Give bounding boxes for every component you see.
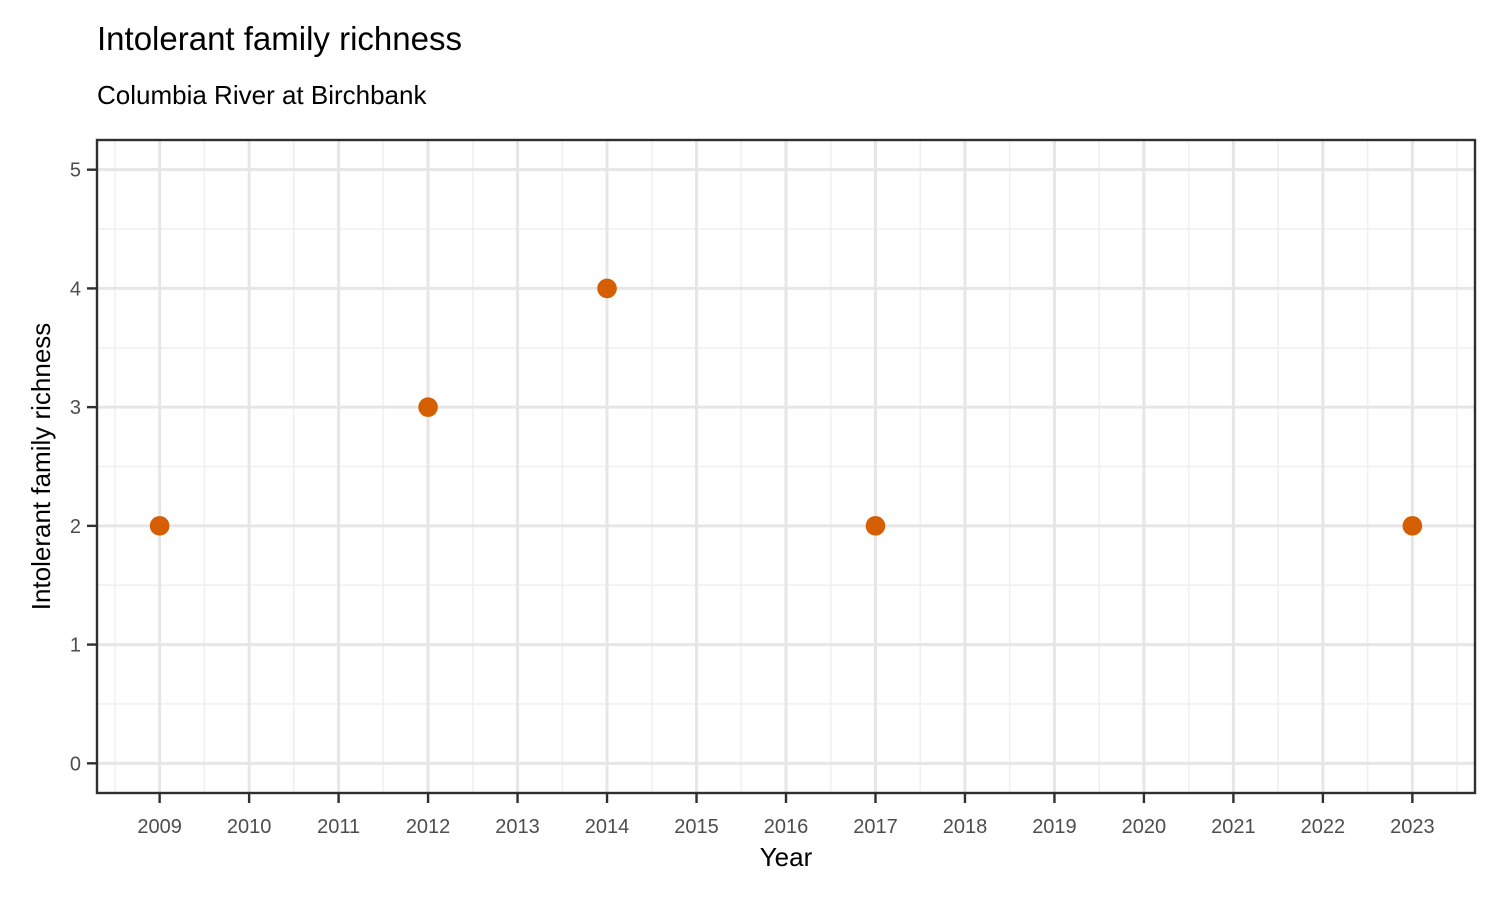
x-tick-label: 2018 xyxy=(943,816,988,838)
x-tick-label: 2016 xyxy=(764,816,809,838)
x-tick-label: 2010 xyxy=(227,816,272,838)
x-tick-label: 2013 xyxy=(495,816,540,838)
data-point xyxy=(149,516,170,536)
x-tick-label: 2009 xyxy=(137,816,182,838)
x-tick-label: 2023 xyxy=(1390,816,1435,838)
x-tick-label: 2021 xyxy=(1211,816,1256,838)
panel-border xyxy=(95,138,1477,795)
chart-subtitle: Columbia River at Birchbank xyxy=(97,80,427,110)
chart-title: Intolerant family richness xyxy=(97,20,462,57)
y-tick-label: 4 xyxy=(70,278,81,300)
x-tick-label: 2020 xyxy=(1122,816,1167,838)
y-tick-label: 3 xyxy=(70,397,81,419)
y-tick-label: 5 xyxy=(70,160,81,182)
y-tick-label: 2 xyxy=(70,516,81,538)
data-point xyxy=(865,516,886,536)
y-axis-title: Intolerant family richness xyxy=(26,323,56,611)
data-point xyxy=(418,397,438,417)
y-tick-label: 1 xyxy=(70,635,81,657)
x-tick-label: 2017 xyxy=(853,816,898,838)
data-point xyxy=(597,278,617,299)
y-tick-label: 0 xyxy=(70,753,81,775)
x-tick-label: 2011 xyxy=(317,816,360,838)
x-tick-label: 2012 xyxy=(406,816,451,838)
x-tick-label: 2022 xyxy=(1301,816,1346,838)
x-axis-title: Year xyxy=(760,842,813,872)
x-tick-label: 2014 xyxy=(585,816,630,838)
x-tick-label: 2019 xyxy=(1032,816,1077,838)
data-point xyxy=(1402,516,1423,536)
x-tick-label: 2015 xyxy=(674,816,719,838)
